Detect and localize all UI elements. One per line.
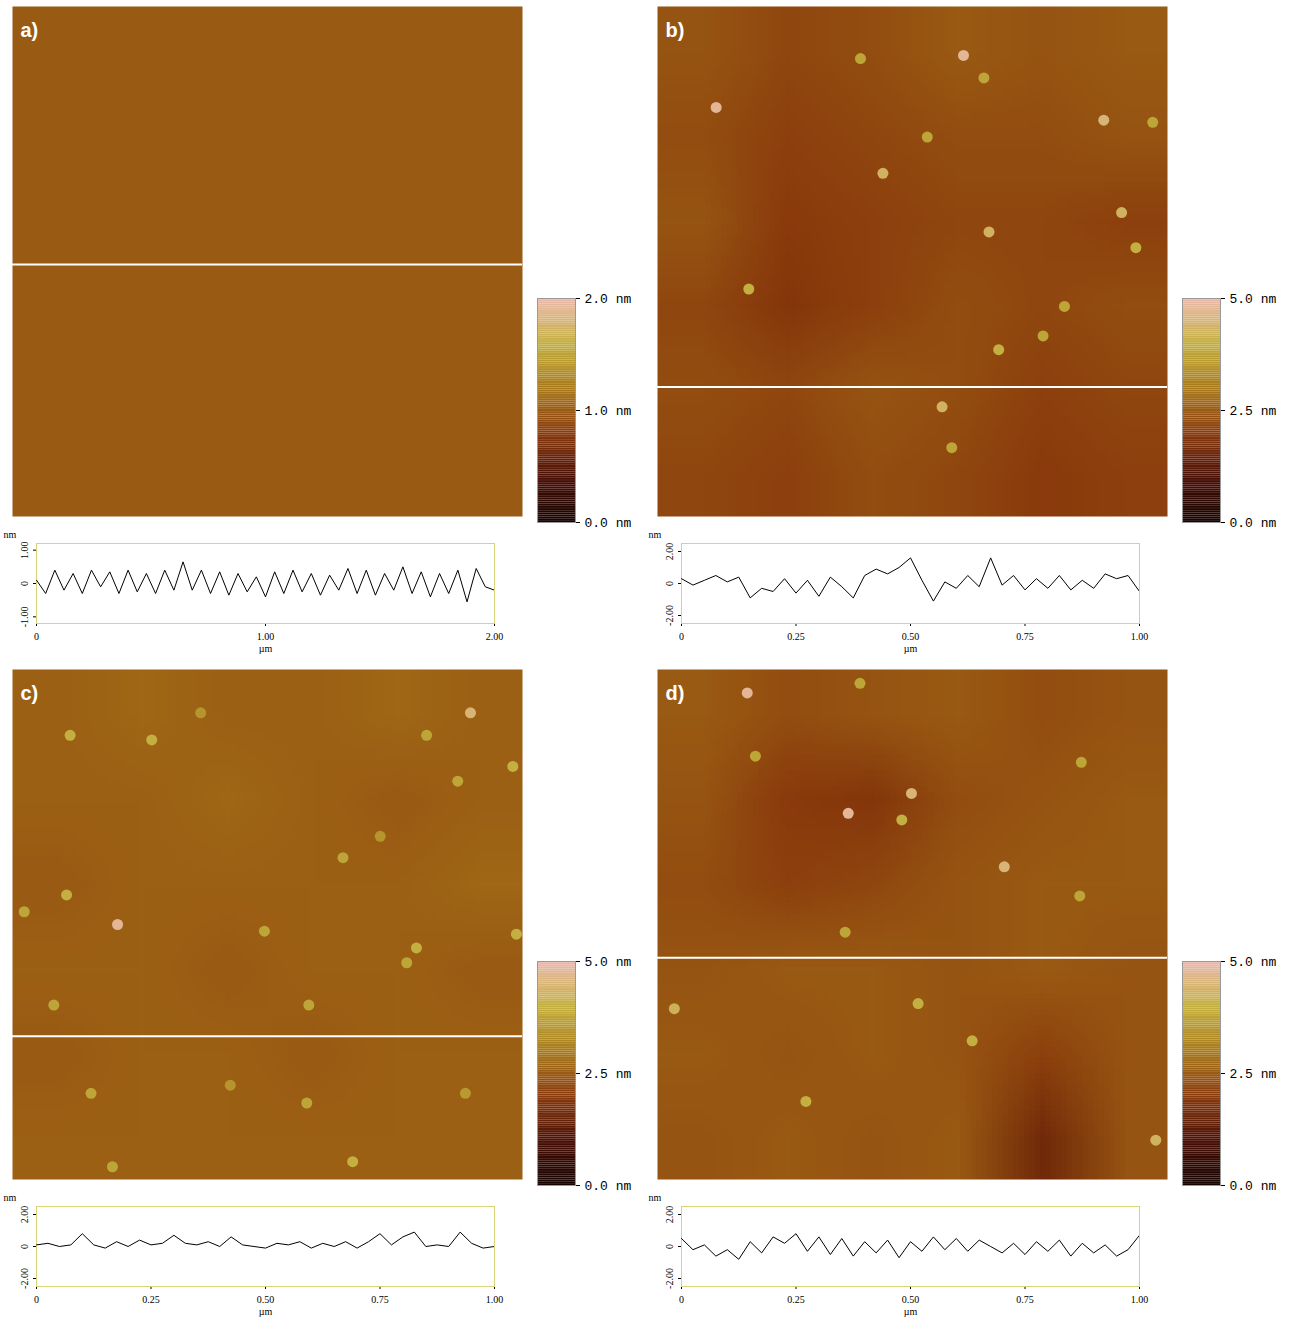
svg-text:0.50: 0.50: [902, 631, 920, 642]
svg-text:2.0 nm: 2.0 nm: [585, 292, 632, 307]
svg-text:nm: nm: [649, 529, 662, 540]
svg-text:0.0 nm: 0.0 nm: [1230, 1179, 1277, 1193]
svg-text:0.50: 0.50: [902, 1294, 920, 1305]
svg-text:b): b): [666, 19, 685, 41]
svg-text:5.0 nm: 5.0 nm: [585, 955, 632, 970]
svg-text:0: 0: [664, 581, 675, 586]
svg-text:1.00: 1.00: [257, 631, 275, 642]
svg-text:1.00: 1.00: [19, 541, 30, 559]
svg-text:nm: nm: [649, 1192, 662, 1203]
svg-text:nm: nm: [4, 1192, 17, 1203]
svg-text:µm: µm: [259, 643, 273, 654]
svg-text:c): c): [21, 682, 39, 704]
svg-text:-2.00: -2.00: [19, 1268, 30, 1289]
svg-text:0.0 nm: 0.0 nm: [585, 516, 632, 530]
svg-text:5.0 nm: 5.0 nm: [1230, 955, 1277, 970]
svg-text:0: 0: [19, 581, 30, 586]
svg-text:0.75: 0.75: [1016, 631, 1034, 642]
svg-text:0.25: 0.25: [142, 1294, 160, 1305]
svg-text:1.0 nm: 1.0 nm: [585, 404, 632, 419]
svg-text:2.00: 2.00: [664, 1206, 675, 1224]
svg-text:2.00: 2.00: [486, 631, 504, 642]
svg-text:2.00: 2.00: [664, 543, 675, 561]
svg-text:2.5 nm: 2.5 nm: [1230, 404, 1277, 419]
svg-text:0.25: 0.25: [787, 1294, 805, 1305]
svg-text:0: 0: [34, 631, 39, 642]
svg-text:d): d): [666, 682, 685, 704]
svg-text:0: 0: [679, 1294, 684, 1305]
svg-text:-2.00: -2.00: [664, 605, 675, 626]
svg-text:0.0 nm: 0.0 nm: [585, 1179, 632, 1193]
svg-text:0.25: 0.25: [787, 631, 805, 642]
svg-text:0.75: 0.75: [1016, 1294, 1034, 1305]
svg-text:0: 0: [34, 1294, 39, 1305]
svg-text:-2.00: -2.00: [664, 1268, 675, 1289]
svg-text:µm: µm: [259, 1306, 273, 1317]
svg-text:1.00: 1.00: [1131, 1294, 1149, 1305]
svg-text:0: 0: [679, 631, 684, 642]
svg-text:-1.00: -1.00: [19, 606, 30, 627]
svg-text:2.00: 2.00: [19, 1206, 30, 1224]
svg-text:5.0 nm: 5.0 nm: [1230, 292, 1277, 307]
svg-text:0.50: 0.50: [257, 1294, 275, 1305]
svg-text:2.5 nm: 2.5 nm: [1230, 1067, 1277, 1082]
svg-text:2.5 nm: 2.5 nm: [585, 1067, 632, 1082]
svg-text:µm: µm: [904, 1306, 918, 1317]
svg-text:a): a): [21, 19, 39, 41]
svg-text:1.00: 1.00: [1131, 631, 1149, 642]
svg-text:µm: µm: [904, 643, 918, 654]
svg-text:1.00: 1.00: [486, 1294, 504, 1305]
svg-text:0.75: 0.75: [371, 1294, 389, 1305]
svg-text:0: 0: [664, 1244, 675, 1249]
svg-text:0: 0: [19, 1244, 30, 1249]
svg-text:0.0 nm: 0.0 nm: [1230, 516, 1277, 530]
svg-text:nm: nm: [4, 529, 17, 540]
